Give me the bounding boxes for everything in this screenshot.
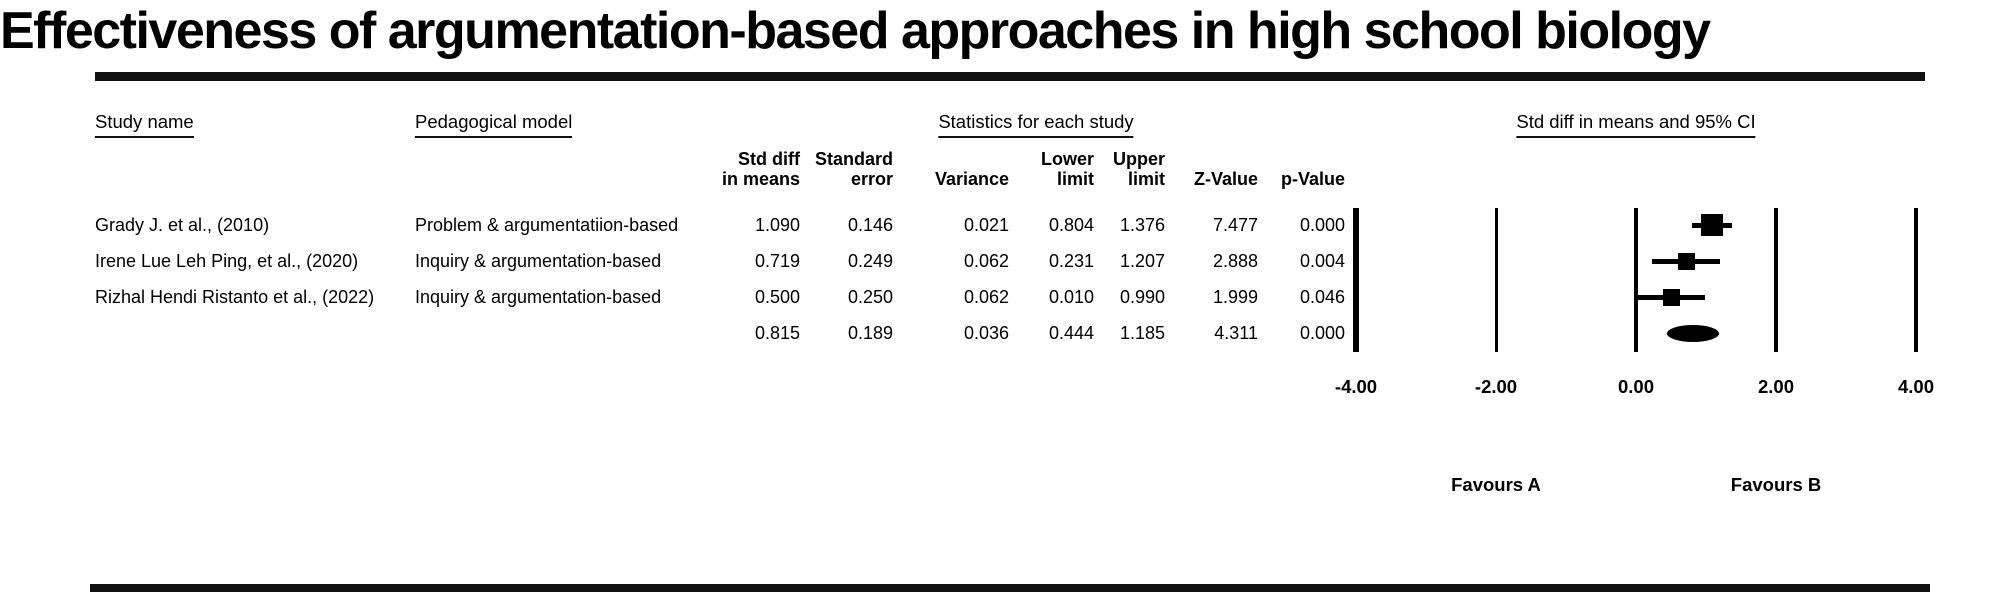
- variance-cell: 0.021: [963, 215, 1009, 235]
- summary-upper-limit-cell: 1.185: [1119, 323, 1165, 343]
- favours-a-label: Favours A: [1451, 474, 1541, 495]
- standard-error-cell: 0.249: [847, 251, 893, 271]
- p-value-cell: 0.000: [1299, 215, 1345, 235]
- column-header-lower-limit: Lower limit: [954, 147, 1094, 189]
- column-header-variance: Variance: [869, 147, 1009, 189]
- axis-line: [1634, 208, 1638, 352]
- group-header-std-diff-ci: Std diff in means and 95% CI: [1516, 111, 1756, 138]
- effect-size-marker: [1677, 252, 1695, 270]
- column-header-line: error: [850, 169, 893, 189]
- column-header-upper-limit: Upper limit: [1025, 147, 1165, 189]
- summary-std-diff-cell: 0.815: [754, 323, 800, 343]
- column-header-line: limit: [1056, 169, 1094, 189]
- pedagogical-model-cell: Inquiry & argumentation-based: [415, 287, 662, 307]
- summary-effect-marker: [1667, 324, 1719, 342]
- column-header-line: in means: [721, 169, 800, 189]
- variance-cell: 0.062: [963, 287, 1009, 307]
- study-name-cell: Rizhal Hendi Ristanto et al., (2022): [95, 287, 375, 307]
- favours-b-label: Favours B: [1730, 474, 1822, 495]
- title-rule: [95, 72, 1925, 81]
- lower-limit-cell: 0.231: [1048, 251, 1094, 271]
- axis-line: [1914, 208, 1918, 352]
- axis-tick-label: 0.00: [1617, 376, 1655, 397]
- summary-z-value-cell: 4.311: [1214, 323, 1258, 343]
- pedagogical-model-cell: Problem & argumentatiion-based: [415, 215, 679, 235]
- variance-cell: 0.062: [963, 251, 1009, 271]
- upper-limit-cell: 1.207: [1119, 251, 1165, 271]
- column-header-line: Upper: [1112, 149, 1165, 169]
- standard-error-cell: 0.146: [847, 215, 893, 235]
- axis-tick-label: 2.00: [1757, 376, 1795, 397]
- column-header-standard-error: Standard error: [753, 147, 893, 189]
- group-header-pedagogical-model: Pedagogical model: [415, 111, 573, 138]
- p-value-cell: 0.004: [1299, 251, 1345, 271]
- study-name-cell: Grady J. et al., (2010): [95, 215, 270, 235]
- column-header-line: Variance: [934, 169, 1009, 189]
- axis-line: [1494, 208, 1498, 352]
- z-value-cell: 1.999: [1212, 287, 1258, 307]
- bottom-rule: [90, 584, 1930, 592]
- summary-p-value-cell: 0.000: [1299, 323, 1345, 343]
- std-diff-cell: 1.090: [754, 215, 800, 235]
- axis-line: [1774, 208, 1778, 352]
- summary-standard-error-cell: 0.189: [847, 323, 893, 343]
- upper-limit-cell: 0.990: [1119, 287, 1165, 307]
- study-name-cell: Irene Lue Leh Ping, et al., (2020): [95, 251, 359, 271]
- standard-error-cell: 0.250: [847, 287, 893, 307]
- column-header-std-diff-in-means: Std diff in means: [660, 147, 800, 189]
- column-header-line: Lower: [1040, 149, 1094, 169]
- axis-tick-label: 4.00: [1897, 376, 1935, 397]
- axis-tick-label: -2.00: [1474, 376, 1518, 397]
- upper-limit-cell: 1.376: [1119, 215, 1165, 235]
- summary-variance-cell: 0.036: [963, 323, 1009, 343]
- summary-lower-limit-cell: 0.444: [1048, 323, 1094, 343]
- effect-size-marker: [1701, 214, 1724, 236]
- column-header-line: p-Value: [1280, 169, 1345, 189]
- std-diff-cell: 0.500: [754, 287, 800, 307]
- column-header-line: limit: [1127, 169, 1165, 189]
- p-value-cell: 0.046: [1299, 287, 1345, 307]
- figure-title: Effectiveness of argumentation-based app…: [0, 2, 1711, 60]
- lower-limit-cell: 0.804: [1048, 215, 1094, 235]
- group-header-study-name: Study name: [95, 111, 194, 138]
- z-value-cell: 7.477: [1212, 215, 1258, 235]
- column-header-line: Std diff: [738, 149, 800, 169]
- axis-tick-label: -4.00: [1334, 376, 1378, 397]
- axis-line: [1353, 208, 1359, 352]
- column-header-p-value: p-Value: [1205, 147, 1345, 189]
- z-value-cell: 2.888: [1212, 251, 1258, 271]
- group-header-statistics: Statistics for each study: [938, 111, 1134, 138]
- column-header-line: Standard: [814, 149, 893, 169]
- pedagogical-model-cell: Inquiry & argumentation-based: [415, 251, 662, 271]
- column-header-z-value: Z-Value: [1118, 147, 1258, 189]
- column-header-line: Z-Value: [1193, 169, 1258, 189]
- lower-limit-cell: 0.010: [1048, 287, 1094, 307]
- std-diff-cell: 0.719: [754, 251, 800, 271]
- effect-size-marker: [1662, 288, 1680, 306]
